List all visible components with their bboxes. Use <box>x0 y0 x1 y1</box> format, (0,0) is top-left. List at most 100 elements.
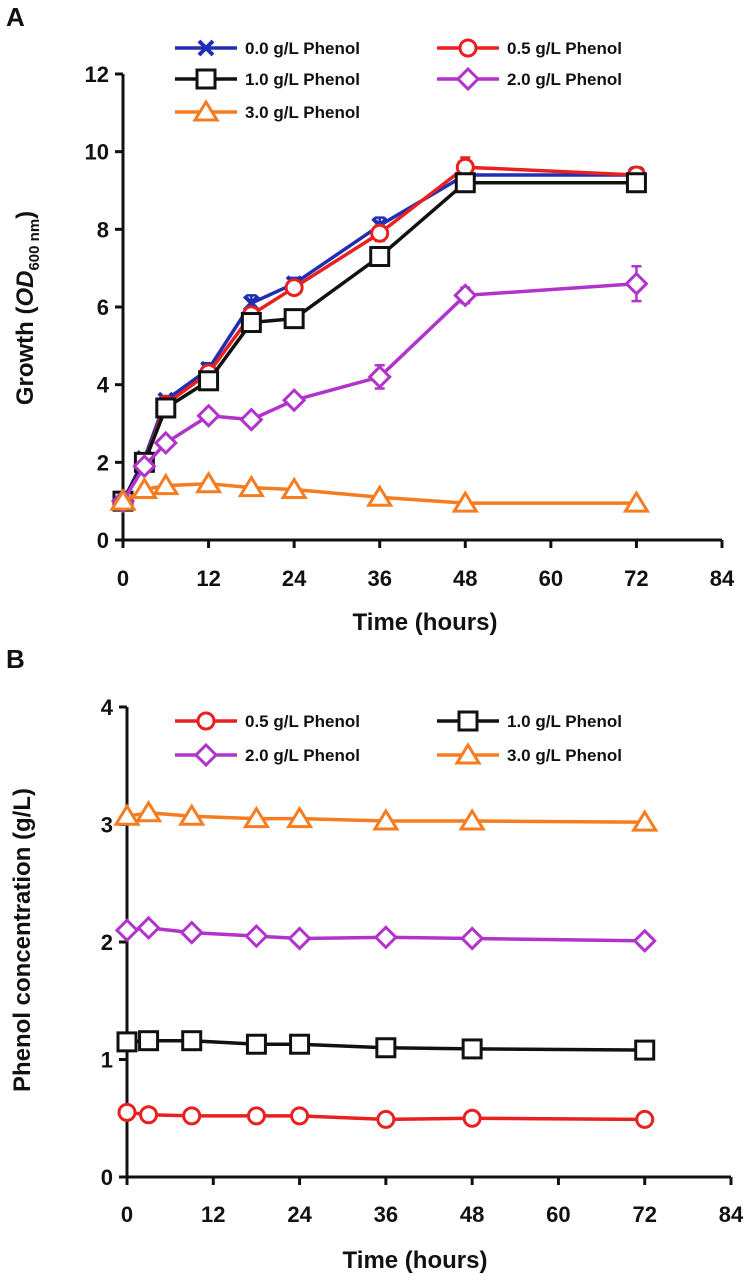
x-tick-label: 60 <box>539 566 563 591</box>
data-point <box>198 370 220 392</box>
data-point <box>240 312 262 334</box>
legend-label: 0.0 g/L Phenol <box>245 39 360 58</box>
data-point <box>370 223 390 243</box>
data-point <box>114 918 140 943</box>
data-point <box>113 803 141 826</box>
panel-b-legend: 0.5 g/L Phenol 1.0 g/L Phenol 2.0 g/L Phen… <box>175 710 622 768</box>
data-point <box>373 925 398 950</box>
x-tick-label: 36 <box>374 1202 398 1227</box>
legend-label: 1.0 g/L Phenol <box>507 712 622 731</box>
data-point <box>285 805 314 829</box>
panel-a-y-title-prefix: Growth ( <box>12 307 39 406</box>
data-point <box>460 926 485 951</box>
panel-a-letter: A <box>6 2 25 32</box>
data-point <box>283 308 305 330</box>
data-point <box>367 364 392 390</box>
data-point <box>139 1105 159 1125</box>
data-point <box>284 278 304 298</box>
y-tick-label: 12 <box>85 62 109 87</box>
legend-entry: 3.0 g/L Phenol <box>437 742 622 765</box>
series-triangle <box>109 470 651 513</box>
series-diamond <box>110 264 649 514</box>
data-point <box>635 1109 655 1129</box>
legend-entry: 0.5 g/L Phenol <box>175 711 360 731</box>
series-line <box>121 281 637 503</box>
legend-marker <box>455 66 481 92</box>
data-point <box>376 1109 396 1129</box>
x-tick-label: 48 <box>453 566 477 591</box>
data-point <box>282 388 307 413</box>
data-point <box>194 470 223 494</box>
data-point <box>451 490 479 513</box>
data-point <box>462 1108 482 1128</box>
legend-entry: 2.0 g/L Phenol <box>437 66 622 92</box>
data-point <box>280 476 308 500</box>
legend-marker <box>193 742 219 768</box>
data-point <box>152 472 180 496</box>
x-tick-label: 0 <box>117 566 129 591</box>
data-point <box>181 1030 203 1052</box>
panel-a-legend: 0.0 g/L Phenol 0.5 g/L Phenol 1.0 g/L Phen… <box>175 38 622 122</box>
data-point <box>375 1037 397 1059</box>
data-point <box>366 484 394 507</box>
legend-marker <box>457 710 479 732</box>
x-tick-label: 0 <box>121 1202 133 1227</box>
series-square <box>116 1030 656 1061</box>
series-circle <box>113 156 646 511</box>
y-tick-label: 8 <box>97 217 109 242</box>
x-tick-label: 72 <box>632 1202 656 1227</box>
data-point <box>179 920 204 945</box>
data-point <box>624 271 649 296</box>
panel-a-y-title-subscript: 600 nm <box>26 219 43 271</box>
data-point <box>625 172 647 194</box>
data-point <box>290 1106 310 1126</box>
series-triangle <box>113 799 659 832</box>
legend-label: 3.0 g/L Phenol <box>245 103 360 122</box>
data-point <box>136 915 161 941</box>
data-point <box>622 490 651 513</box>
y-tick-label: 0 <box>97 528 109 553</box>
panel-a-y-axis-title: Growth (OD600 nm) <box>12 211 43 405</box>
y-tick-label: 4 <box>97 373 110 398</box>
x-tick-label: 60 <box>546 1202 570 1227</box>
data-point <box>237 474 266 498</box>
data-point <box>453 283 478 308</box>
legend-entry: 3.0 g/L Phenol <box>175 99 360 122</box>
legend-entry: 2.0 g/L Phenol <box>175 742 360 768</box>
data-point <box>109 488 137 511</box>
data-point <box>287 926 312 951</box>
data-point <box>631 809 659 832</box>
panel-b-letter: B <box>6 644 25 674</box>
data-point <box>196 403 221 428</box>
legend-label: 0.5 g/L Phenol <box>507 39 622 58</box>
y-tick-label: 2 <box>101 930 113 955</box>
x-tick-label: 24 <box>287 1202 312 1227</box>
x-tick-label: 24 <box>282 566 307 591</box>
y-tick-label: 1 <box>101 1048 113 1073</box>
data-point <box>369 246 391 268</box>
legend-label: 2.0 g/L Phenol <box>245 746 360 765</box>
x-tick-label: 84 <box>719 1202 744 1227</box>
legend-label: 3.0 g/L Phenol <box>507 746 622 765</box>
legend-entry: 1.0 g/L Phenol <box>175 68 360 90</box>
panel-b-x-axis-title: Time (hours) <box>343 1247 488 1274</box>
data-point <box>155 397 177 419</box>
series-x <box>114 165 645 510</box>
data-point <box>178 803 206 826</box>
x-tick-label: 72 <box>624 566 648 591</box>
data-point <box>454 172 476 194</box>
series-circle <box>117 1102 655 1129</box>
legend-marker <box>454 742 482 765</box>
y-tick-label: 10 <box>85 140 109 165</box>
legend-marker <box>195 68 217 90</box>
legend-entry: 0.0 g/L Phenol <box>175 39 360 58</box>
series-diamond <box>114 915 657 953</box>
panel-b-y-axis-title: Phenol concentration (g/L) <box>9 788 36 1092</box>
data-point <box>153 430 178 456</box>
legend-marker <box>197 39 215 57</box>
legend-marker <box>196 711 216 731</box>
data-point <box>134 799 163 823</box>
